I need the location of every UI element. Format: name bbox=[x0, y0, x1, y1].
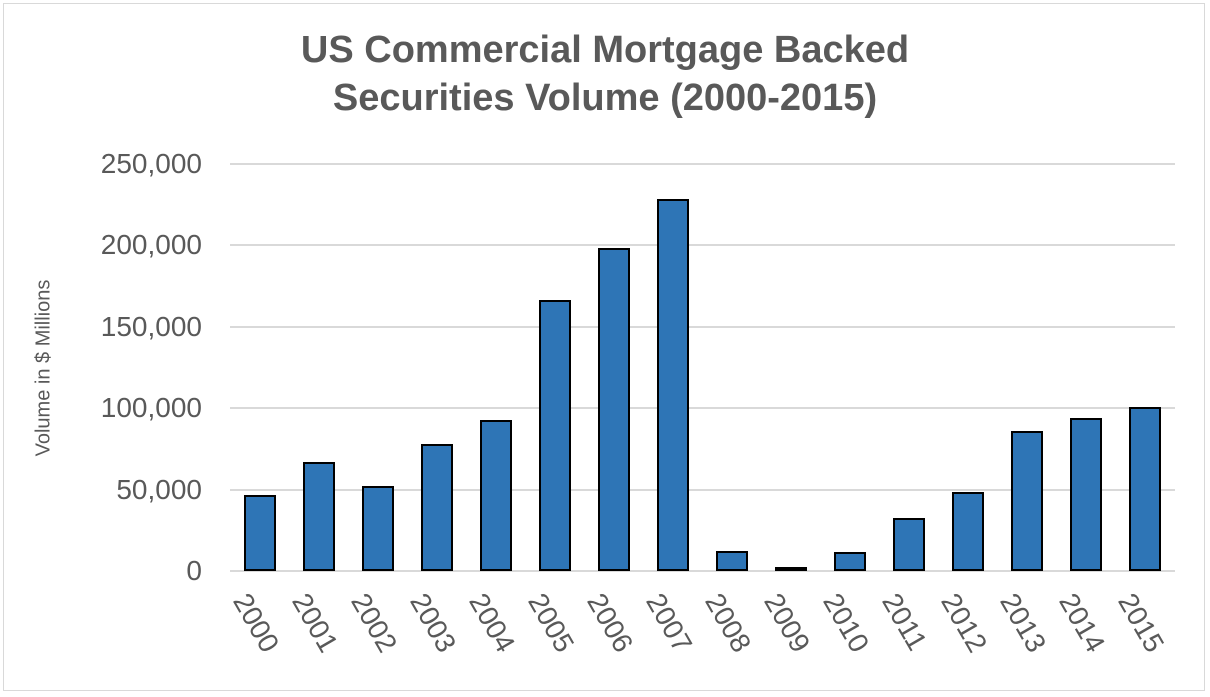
y-tick-label: 0 bbox=[186, 555, 202, 586]
bar-2007 bbox=[656, 199, 689, 571]
y-tick-label: 200,000 bbox=[100, 229, 202, 261]
gridline bbox=[230, 325, 1175, 328]
y-axis-label: Volume in $ Millions bbox=[32, 279, 55, 457]
y-tick-label: 100,000 bbox=[100, 392, 202, 424]
gridline bbox=[230, 163, 1175, 165]
gridline bbox=[230, 488, 1175, 491]
y-tick-label: 150,000 bbox=[100, 310, 202, 342]
bar-2012 bbox=[952, 492, 985, 571]
bar-2005 bbox=[538, 300, 571, 571]
bar-2006 bbox=[597, 248, 630, 571]
gridline bbox=[230, 407, 1175, 410]
bar-2011 bbox=[893, 518, 926, 571]
gridline bbox=[230, 570, 1175, 572]
y-tick-label: 50,000 bbox=[116, 473, 202, 505]
bar-2013 bbox=[1011, 431, 1044, 571]
gridline bbox=[230, 244, 1175, 247]
bar-2003 bbox=[420, 444, 453, 571]
chart-title-line-2: Securities Volume (2000-2015) bbox=[332, 77, 878, 119]
bar-2015 bbox=[1129, 407, 1162, 571]
bar-2004 bbox=[479, 420, 512, 571]
chart-title: US Commercial Mortgage Backed Securities… bbox=[0, 26, 1210, 122]
bar-2008 bbox=[716, 550, 749, 571]
bar-2001 bbox=[302, 462, 335, 571]
bar-2014 bbox=[1070, 418, 1103, 571]
chart-title-line-1: US Commercial Mortgage Backed bbox=[300, 29, 910, 71]
bar-2002 bbox=[361, 486, 394, 571]
bar-2009 bbox=[775, 566, 808, 571]
chart-frame bbox=[3, 3, 1205, 691]
bar-2000 bbox=[243, 495, 276, 571]
y-tick-label: 250,000 bbox=[100, 148, 202, 179]
bar-2010 bbox=[834, 551, 867, 571]
